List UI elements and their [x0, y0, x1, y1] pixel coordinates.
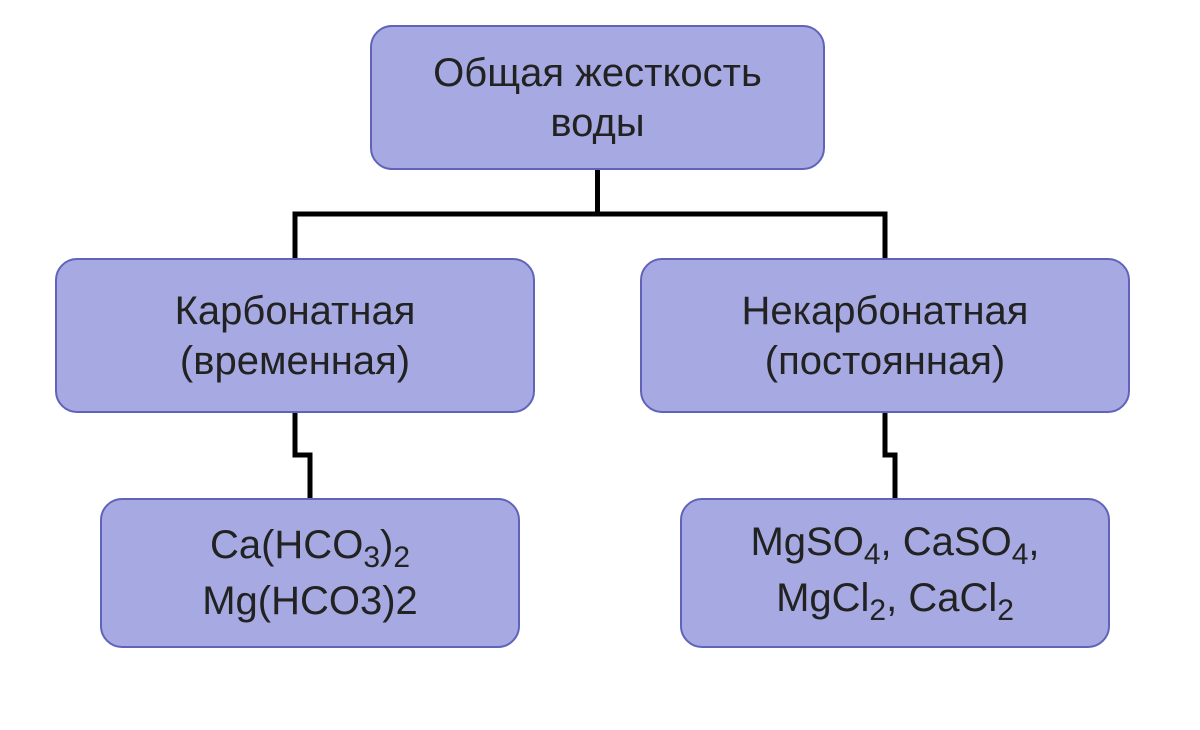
node-text-line: (временная) [180, 336, 410, 386]
formula-line: MgSO4, CaSO4, [750, 517, 1039, 574]
node-noncarbonate: Некарбонатная(постоянная) [640, 258, 1130, 413]
formula-line: Mg(HCO3)2 [202, 576, 418, 626]
formula-line: Ca(HCO3)2 [210, 520, 410, 577]
node-text-line: Некарбонатная [742, 286, 1029, 336]
node-text-line: воды [550, 98, 644, 148]
node-text-line: Карбонатная [175, 286, 416, 336]
diagram-canvas: Общая жесткостьводы Карбонатная(временна… [0, 0, 1200, 730]
node-carbonate-formulas: Ca(HCO3)2Mg(HCO3)2 [100, 498, 520, 648]
node-text-line: (постоянная) [765, 336, 1005, 386]
formula-line: MgCl2, CaCl2 [776, 573, 1014, 630]
node-carbonate: Карбонатная(временная) [55, 258, 535, 413]
node-root: Общая жесткостьводы [370, 25, 825, 170]
node-text-line: Общая жесткость [433, 48, 762, 98]
node-noncarbonate-formulas: MgSO4, CaSO4,MgCl2, CaCl2 [680, 498, 1110, 648]
